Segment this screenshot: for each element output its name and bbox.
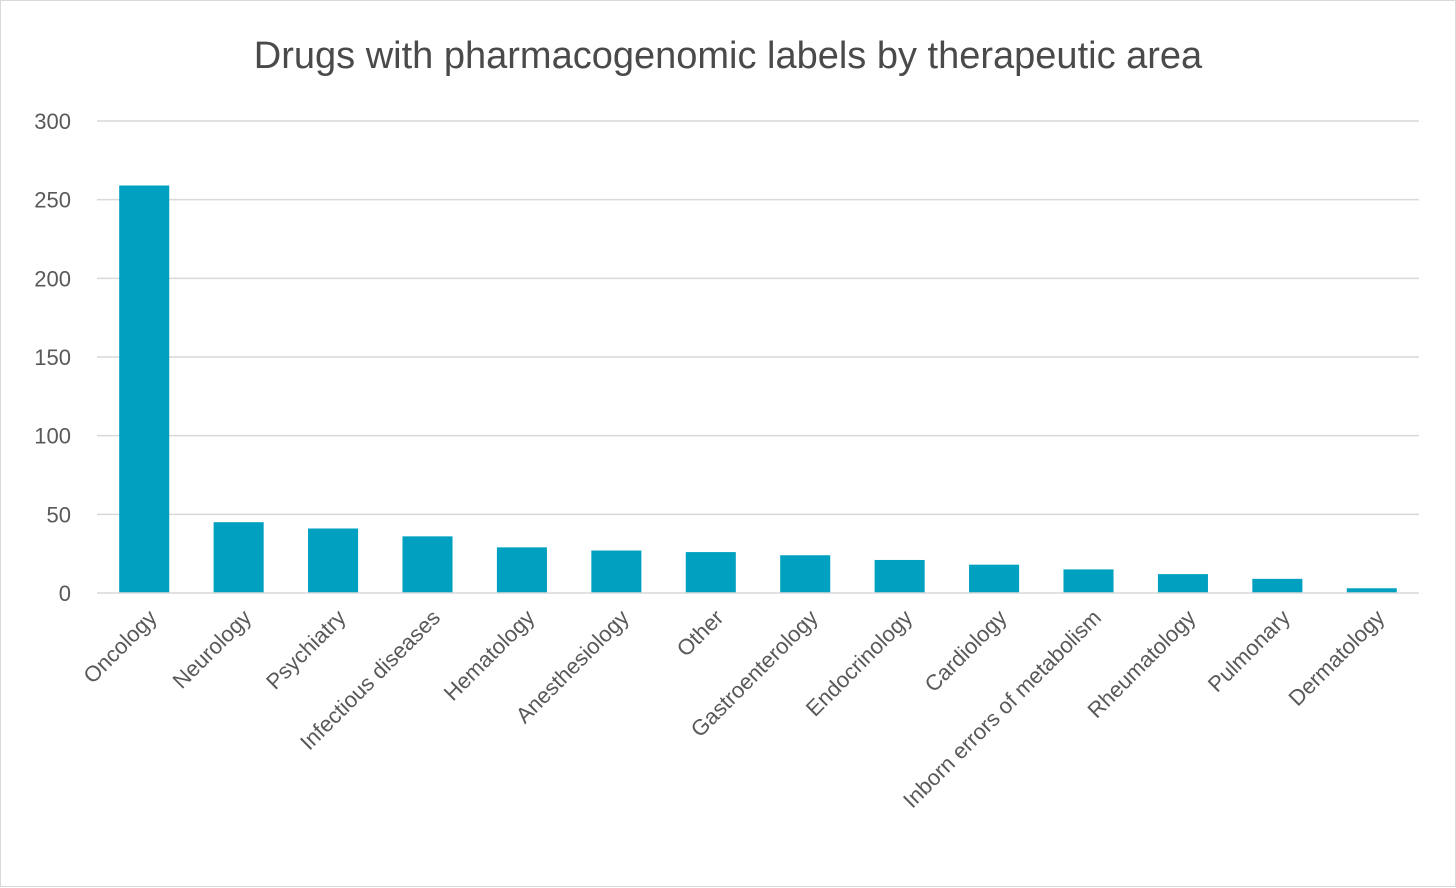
bar-psychiatry xyxy=(308,528,359,593)
bar-oncology xyxy=(119,185,170,594)
x-tick-label: Inborn errors of metabolism xyxy=(898,605,1106,813)
y-tick-label: 300 xyxy=(34,109,71,134)
x-tick-label: Dermatology xyxy=(1283,605,1389,711)
bar-other xyxy=(685,552,736,593)
bar-neurology xyxy=(213,522,264,593)
bar-endocrinology xyxy=(874,559,925,593)
y-tick-label: 50 xyxy=(47,502,71,527)
y-tick-label: 250 xyxy=(34,188,71,213)
x-tick-label: Neurology xyxy=(168,605,257,694)
bar-hematology xyxy=(496,547,547,593)
x-tick-label: Other xyxy=(672,605,729,662)
x-tick-label: Psychiatry xyxy=(261,605,350,694)
bar-dermatology xyxy=(1346,588,1397,593)
x-tick-label: Oncology xyxy=(78,605,161,688)
bar-inborn-errors-of-metabolism xyxy=(1063,569,1114,593)
y-tick-label: 100 xyxy=(34,424,71,449)
bar-infectious-diseases xyxy=(402,536,453,593)
x-tick-label: Pulmonary xyxy=(1203,605,1295,697)
x-tick-label: Cardiology xyxy=(920,605,1012,697)
y-tick-label: 200 xyxy=(34,266,71,291)
bar-anesthesiology xyxy=(591,550,642,593)
y-axis-ticks: 0 50 100 150 200 250 300 xyxy=(34,109,71,606)
y-tick-label: 150 xyxy=(34,345,71,370)
bar-gastroenterology xyxy=(780,555,831,593)
bar-cardiology xyxy=(969,564,1020,593)
gridlines xyxy=(97,120,1419,516)
bars xyxy=(119,185,1397,594)
chart-title: Drugs with pharmacogenomic labels by the… xyxy=(254,35,1203,77)
bar-pulmonary xyxy=(1252,578,1303,593)
y-tick-label: 0 xyxy=(59,581,71,606)
bar-rheumatology xyxy=(1157,574,1208,593)
x-tick-label: Hematology xyxy=(439,605,540,706)
